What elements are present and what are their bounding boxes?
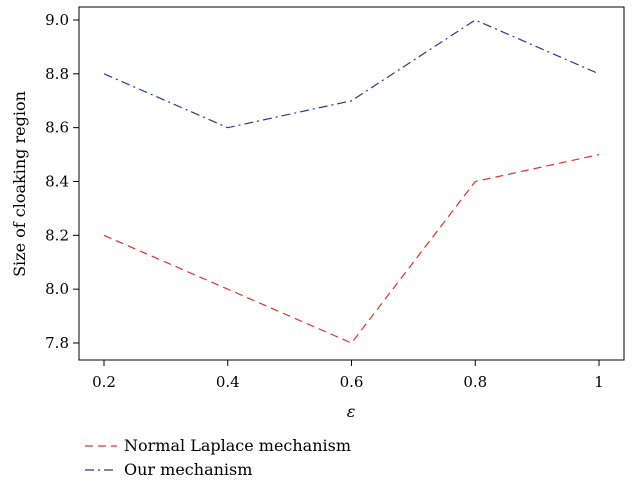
series-0-point [598,153,601,156]
y-axis: 7.8 8.0 8.2 8.4 8.6 8.8 9.0 [45,11,79,352]
series-0-point [474,180,477,183]
y-tick-label: 8.0 [45,280,69,298]
y-tick-label: 8.4 [45,173,69,191]
x-axis: 0.2 0.4 0.6 0.8 1 [92,360,604,391]
x-tick-label: 0.8 [463,373,487,391]
y-tick-label: 9.0 [45,11,69,29]
series-1-point [350,99,353,102]
series-line-1 [103,19,600,129]
x-tick-label: 0.2 [92,373,116,391]
plot-frame [78,6,625,361]
x-tick-label: 1 [594,373,604,391]
legend-label-0: Normal Laplace mechanism [124,436,351,455]
series-line-0 [103,153,600,344]
y-tick-label: 8.2 [45,226,69,244]
series-1-point [103,72,106,75]
series-1-point [226,126,229,129]
y-tick-label: 8.6 [45,119,69,137]
x-tick-label: 0.6 [340,373,364,391]
series-0-point [103,234,106,237]
legend-label-1: Our mechanism [124,460,252,479]
legend: Normal Laplace mechanism Our mechanism [85,436,351,479]
x-tick-label: 0.4 [216,373,240,391]
series-1-point [598,72,601,75]
x-axis-label: ε [347,402,356,421]
y-tick-label: 7.8 [45,334,69,352]
series-0-point [350,342,353,345]
y-axis-label: Size of cloaking region [10,91,29,277]
series-1-point [474,19,477,22]
series-layer [103,19,601,345]
y-tick-label: 8.8 [45,65,69,83]
series-0-point [226,288,229,291]
